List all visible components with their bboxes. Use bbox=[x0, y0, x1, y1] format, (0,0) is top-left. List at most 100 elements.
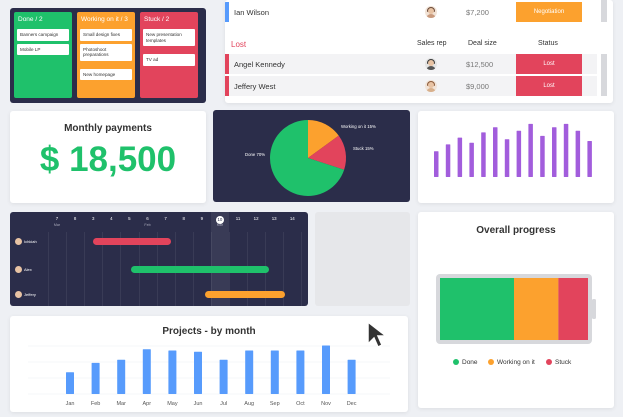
bar[interactable] bbox=[552, 127, 557, 177]
bar[interactable] bbox=[481, 132, 486, 177]
battery-tip bbox=[592, 299, 596, 319]
bar[interactable] bbox=[66, 372, 74, 394]
grid-line bbox=[102, 232, 104, 306]
status-badge[interactable]: Lost bbox=[516, 76, 582, 96]
sales-rep-avatar bbox=[425, 80, 437, 92]
timeline-day: 7 bbox=[164, 216, 167, 221]
bar[interactable] bbox=[528, 123, 533, 177]
table-row[interactable]: Angel Kennedy $12,500 Lost bbox=[225, 54, 597, 74]
kanban-card[interactable]: Mobile LP bbox=[17, 43, 69, 55]
x-tick-label: Nov bbox=[321, 401, 331, 407]
empty-widget bbox=[315, 212, 410, 306]
progress-segment bbox=[440, 278, 514, 340]
x-tick-label: Jul bbox=[220, 401, 227, 407]
pie-slice[interactable] bbox=[308, 135, 346, 170]
timeline-person: Jeffery bbox=[24, 292, 36, 297]
kanban-column-done: Done / 2 Banners campaign Mobile LP bbox=[14, 12, 72, 98]
grid-line bbox=[84, 232, 86, 306]
bar[interactable] bbox=[142, 349, 151, 394]
timeline-day: 12 bbox=[253, 216, 259, 221]
status-badge[interactable]: Lost bbox=[516, 54, 582, 74]
legend-working: Working on it bbox=[488, 359, 535, 366]
timeline-day: 8 bbox=[73, 216, 77, 221]
timeline-day: 3 bbox=[91, 216, 95, 221]
table-row[interactable]: Ian Wilson $7,200 Negotiation bbox=[225, 2, 597, 22]
row-color-marker bbox=[225, 54, 229, 74]
x-tick-label: Jun bbox=[194, 401, 203, 407]
bar[interactable] bbox=[493, 127, 498, 177]
today-column bbox=[210, 212, 229, 306]
bar[interactable] bbox=[219, 359, 228, 394]
timeline-task-bar[interactable] bbox=[131, 266, 269, 273]
column-header-status: Status bbox=[538, 40, 558, 47]
bar[interactable] bbox=[270, 350, 279, 394]
widget-title: Monthly payments bbox=[64, 123, 152, 134]
pie-slice[interactable] bbox=[308, 120, 339, 158]
bar[interactable] bbox=[457, 137, 463, 177]
deal-size: $7,200 bbox=[466, 8, 489, 17]
timeline-task-bar[interactable] bbox=[205, 291, 286, 298]
pie-chart-svg: Working on it 15% Stuck 15% Done 70% bbox=[245, 120, 376, 196]
bar[interactable] bbox=[245, 350, 254, 394]
grid-line bbox=[66, 232, 68, 306]
widget-title: Overall progress bbox=[476, 225, 556, 236]
kanban-column-title: Stuck / 2 bbox=[144, 16, 170, 23]
bar[interactable] bbox=[168, 350, 177, 394]
bar-chart-svg bbox=[434, 123, 592, 177]
bar[interactable] bbox=[322, 345, 330, 394]
scrollbar[interactable] bbox=[601, 54, 607, 96]
bar[interactable] bbox=[540, 135, 545, 177]
bar[interactable] bbox=[504, 139, 510, 177]
sales-rep-avatar bbox=[425, 6, 437, 18]
timeline-day: 5 bbox=[128, 216, 131, 221]
projects-by-month-chart: Projects - by month Jan Feb Mar Apr May Jun Ju… bbox=[10, 316, 408, 412]
timeline-month: Feb bbox=[144, 223, 151, 227]
x-tick-label: Apr bbox=[143, 401, 152, 407]
kanban-board: Done / 2 Banners campaign Mobile LP Work… bbox=[10, 8, 206, 103]
timeline-month: Mar bbox=[53, 223, 61, 227]
bar[interactable] bbox=[587, 141, 592, 177]
battery-progress-bar bbox=[436, 274, 596, 344]
bar[interactable] bbox=[434, 151, 439, 177]
pie-slice[interactable] bbox=[270, 120, 345, 196]
row-color-marker bbox=[225, 76, 229, 96]
kanban-card[interactable]: Small design fixes bbox=[80, 29, 132, 41]
grid-line bbox=[301, 232, 303, 306]
bar-chart-svg: Jan Feb Mar Apr May Jun Jul Aug Sep Oct Nov Dec bbox=[28, 345, 390, 407]
timeline-person: Alex bbox=[24, 267, 32, 272]
kanban-card[interactable]: New homepage bbox=[80, 68, 132, 80]
status-badge[interactable]: Negotiation bbox=[516, 2, 582, 22]
table-row[interactable]: Jeffery West $9,000 Lost bbox=[225, 76, 597, 96]
column-header-deal-size: Deal size bbox=[468, 40, 497, 47]
mouse-cursor-icon bbox=[367, 320, 388, 349]
bar[interactable] bbox=[445, 144, 451, 177]
kanban-column-title: Working on it / 3 bbox=[81, 16, 128, 23]
scrollbar[interactable] bbox=[601, 0, 607, 22]
timeline-day: 6 bbox=[146, 216, 149, 221]
bar[interactable] bbox=[563, 123, 569, 177]
bar[interactable] bbox=[194, 351, 202, 394]
column-header-sales-rep: Sales rep bbox=[417, 40, 447, 47]
kanban-card[interactable]: New presentation templates bbox=[143, 29, 195, 46]
bar[interactable] bbox=[575, 130, 581, 177]
bar[interactable] bbox=[516, 130, 522, 177]
legend-stuck: Stuck bbox=[546, 359, 571, 366]
kanban-card[interactable]: Banners campaign bbox=[17, 29, 69, 41]
row-name: Jeffery West bbox=[234, 82, 276, 91]
status-pie-chart: Working on it 15% Stuck 15% Done 70% bbox=[213, 110, 410, 202]
bar[interactable] bbox=[91, 362, 100, 394]
person-avatar bbox=[15, 266, 22, 273]
bar[interactable] bbox=[117, 359, 126, 394]
x-tick-label: May bbox=[167, 401, 178, 407]
timeline-task-bar[interactable] bbox=[93, 238, 172, 245]
bar[interactable] bbox=[347, 359, 356, 394]
kanban-card[interactable]: Photoshoot preparations bbox=[80, 43, 132, 61]
overall-progress-widget: Overall progress Done Working on it Stuc… bbox=[418, 212, 614, 408]
kanban-column-stuck: Stuck / 2 New presentation templates TV … bbox=[140, 12, 198, 98]
grid-line bbox=[120, 232, 122, 306]
person-avatar bbox=[15, 291, 22, 298]
kanban-card[interactable]: TV ad bbox=[143, 54, 195, 66]
bar[interactable] bbox=[296, 350, 305, 394]
bar[interactable] bbox=[469, 142, 474, 177]
x-tick-label: Dec bbox=[347, 401, 357, 407]
